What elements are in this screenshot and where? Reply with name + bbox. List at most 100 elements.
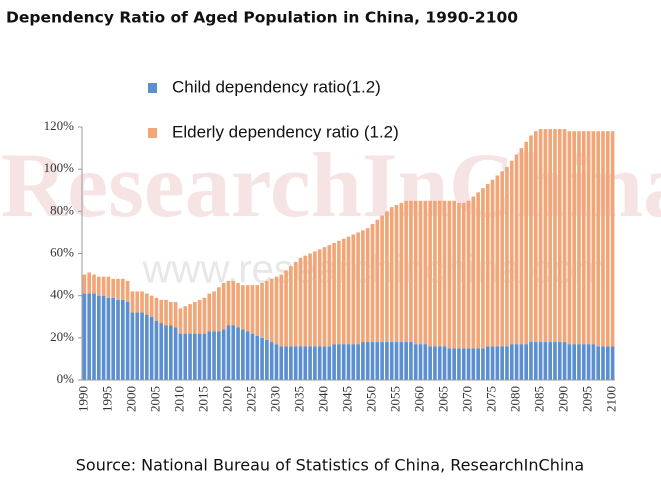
- bar-segment: [457, 348, 461, 380]
- bar-segment: [476, 192, 480, 349]
- bar-segment: [101, 276, 106, 296]
- bar-segment: [418, 344, 423, 380]
- legend-label: Child dependency ratio(1.2): [172, 77, 381, 96]
- bar-segment: [591, 131, 596, 345]
- bar-segment: [361, 342, 365, 380]
- bar-segment: [567, 131, 572, 345]
- bar-segment: [111, 278, 116, 298]
- bar-segment: [284, 270, 288, 347]
- bar-segment: [509, 344, 514, 380]
- bar-segment: [313, 346, 317, 380]
- bar-segment: [241, 329, 245, 380]
- y-tick-label: 20%: [50, 329, 74, 344]
- bar-segment: [337, 344, 341, 380]
- bar-segment: [226, 325, 231, 380]
- bar-segment: [135, 291, 140, 313]
- bar-segment: [481, 348, 485, 380]
- bar-segment: [212, 291, 216, 332]
- bar-segment: [289, 266, 293, 347]
- bar-segment: [221, 283, 226, 330]
- x-tick-label: 2000: [123, 386, 138, 412]
- bar-segment: [485, 183, 490, 347]
- bar-segment: [557, 129, 562, 343]
- bar-segment: [159, 323, 164, 380]
- bar-segment: [274, 344, 279, 380]
- bar-segment: [586, 344, 591, 380]
- bar-segment: [96, 276, 101, 296]
- bar-segment: [111, 297, 116, 380]
- bar-segment: [481, 188, 485, 349]
- legend-label: Elderly dependency ratio (1.2): [172, 122, 399, 141]
- bar-segment: [140, 291, 144, 313]
- y-tick-label: 0%: [57, 371, 75, 386]
- x-tick-label: 2065: [436, 386, 451, 412]
- y-tick-label: 100%: [44, 160, 75, 175]
- bar-segment: [409, 200, 413, 343]
- bar-segment: [447, 348, 452, 380]
- bar-segment: [125, 280, 130, 302]
- y-tick-label: 80%: [50, 202, 74, 217]
- bar-segment: [207, 293, 212, 332]
- chart-title: Dependency Ratio of Aged Population in C…: [6, 9, 518, 27]
- bar-segment: [269, 278, 274, 343]
- bar-segment: [101, 295, 106, 380]
- bar-segment: [466, 348, 471, 380]
- bar-segment: [236, 283, 240, 328]
- bar-segment: [303, 255, 308, 347]
- bar-segment: [303, 346, 308, 380]
- y-tick-label: 40%: [50, 287, 74, 302]
- bar-segment: [404, 342, 408, 380]
- bar-segment: [418, 200, 423, 345]
- bar-segment: [553, 342, 557, 380]
- bar-segment: [495, 175, 500, 347]
- bar-segment: [260, 337, 264, 380]
- bar-segment: [293, 261, 298, 347]
- bar-segment: [279, 274, 284, 347]
- x-tick-label: 2040: [315, 386, 330, 412]
- bar-segment: [394, 205, 399, 343]
- bar-segment: [255, 335, 260, 380]
- bar-segment: [461, 202, 466, 349]
- bar-segment: [610, 346, 615, 380]
- bar-segment: [437, 200, 442, 347]
- bar-segment: [293, 346, 298, 380]
- bar-segment: [341, 344, 346, 380]
- y-tick-label: 60%: [50, 244, 74, 259]
- bar-segment: [217, 287, 221, 332]
- bar-segment: [509, 160, 514, 345]
- bar-segment: [485, 346, 490, 380]
- bar-segment: [169, 301, 173, 326]
- bar-segment: [92, 274, 96, 294]
- bar-segment: [250, 285, 255, 334]
- bar-segment: [605, 346, 610, 380]
- bar-segment: [476, 348, 480, 380]
- bar-segment: [399, 202, 404, 343]
- bar-segment: [327, 245, 332, 347]
- bar-segment: [159, 299, 164, 324]
- bar-segment: [212, 331, 216, 380]
- bar-segment: [433, 346, 437, 380]
- bar-segment: [433, 200, 437, 347]
- bar-segment: [601, 346, 605, 380]
- bar-segment: [596, 131, 601, 347]
- bar-segment: [543, 342, 548, 380]
- bar-segment: [313, 251, 317, 347]
- x-tick-label: 2030: [267, 386, 282, 412]
- x-tick-label: 2095: [580, 386, 595, 412]
- bar-segment: [581, 131, 586, 345]
- bar-segment: [202, 333, 207, 380]
- bar-segment: [413, 344, 418, 380]
- bar-segment: [130, 291, 135, 313]
- bar-segment: [399, 342, 404, 380]
- x-tick-label: 2080: [508, 386, 523, 412]
- x-tick-label: 2010: [171, 386, 186, 412]
- bar-segment: [605, 131, 610, 347]
- bar-segment: [365, 228, 370, 343]
- bar-segment: [82, 293, 87, 380]
- bar-segment: [394, 342, 399, 380]
- x-tick-label: 2060: [412, 386, 427, 412]
- bar-segment: [279, 346, 284, 380]
- bar-segment: [577, 344, 581, 380]
- bar-segment: [87, 272, 92, 294]
- bar-segment: [533, 342, 538, 380]
